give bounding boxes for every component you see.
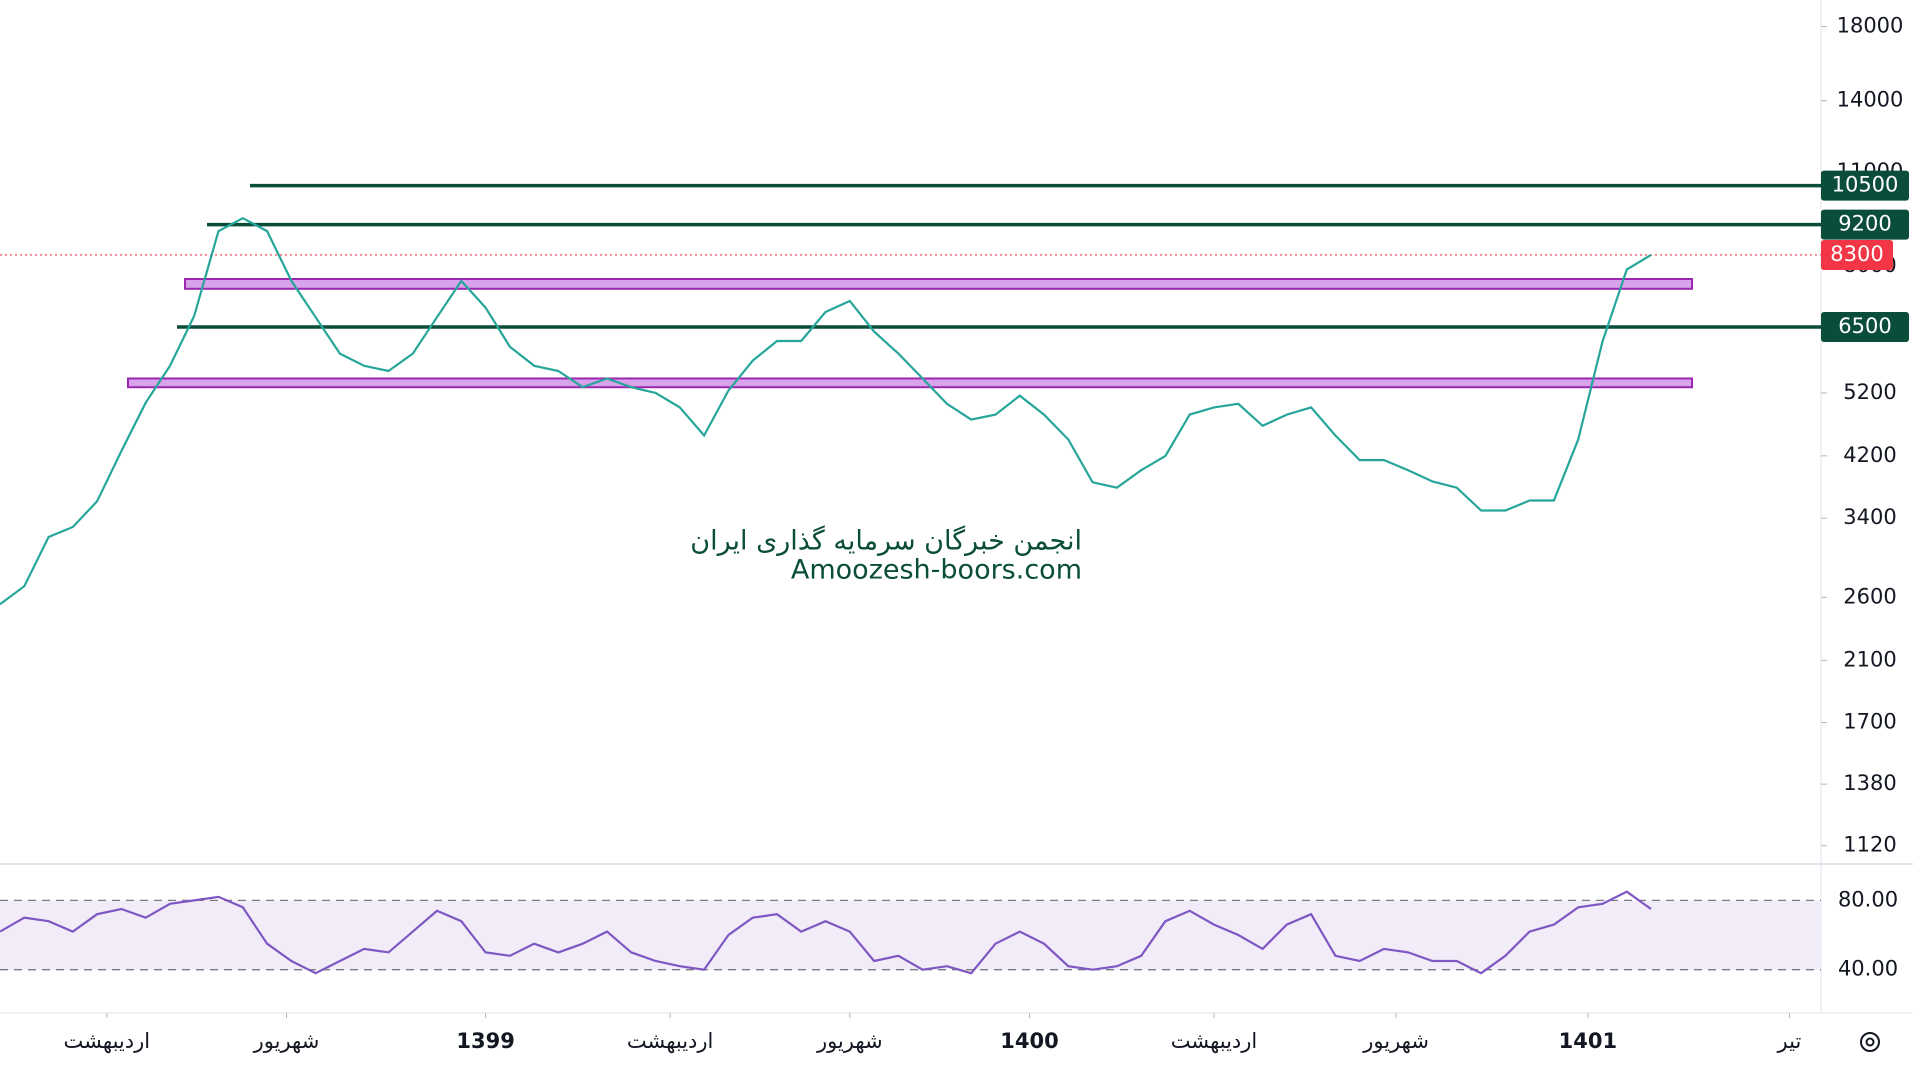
last-price-box xyxy=(1821,239,1893,270)
support-zone xyxy=(127,377,1693,389)
x-tick-label: اردیبهشت xyxy=(64,1029,151,1053)
y-tick-label: 2100 xyxy=(1843,647,1896,671)
level-label: 9200 xyxy=(1838,212,1891,236)
level-label-box xyxy=(1821,209,1909,240)
x-tick-label: شهریور xyxy=(816,1029,883,1053)
level-label-box xyxy=(1821,312,1909,343)
level-label: 10500 xyxy=(1832,173,1899,197)
y-tick-label: 4200 xyxy=(1843,443,1896,467)
rsi-band xyxy=(0,900,1821,970)
x-tick-label: اردیبهشت xyxy=(1171,1029,1258,1053)
x-tick-label: شهریور xyxy=(253,1029,320,1053)
x-tick-label: 1400 xyxy=(1000,1029,1058,1053)
last-price-label: 8300 xyxy=(1830,242,1883,266)
y-tick-label: 1380 xyxy=(1843,771,1896,795)
level-label-box xyxy=(1821,170,1909,201)
gear[interactable] xyxy=(1860,1032,1880,1052)
x-tick-label: 1399 xyxy=(456,1029,514,1053)
y-tick-label: 1120 xyxy=(1843,833,1896,857)
watermark: انجمن خبرگان سرمایه گذاری ایران xyxy=(690,525,1082,557)
watermark: Amoozesh-boors.com xyxy=(791,555,1082,586)
y-tick-label: 3400 xyxy=(1843,505,1896,529)
gear-hub[interactable] xyxy=(1865,1037,1875,1047)
x-tick-label: تیر xyxy=(1777,1029,1802,1053)
y-tick-label: 2600 xyxy=(1843,584,1896,608)
x-tick-label: 1401 xyxy=(1559,1029,1617,1053)
y-tick-label: 40.00 xyxy=(1838,957,1898,981)
price-line xyxy=(0,216,1652,606)
x-tick-label: شهریور xyxy=(1362,1029,1429,1053)
y-tick-label: 80.00 xyxy=(1838,887,1898,911)
support-zone xyxy=(184,277,1693,290)
y-tick-label: 1700 xyxy=(1843,710,1896,734)
y-tick-label: 14000 xyxy=(1837,88,1904,112)
x-tick-label: اردیبهشت xyxy=(627,1029,714,1053)
rsi-line xyxy=(0,890,1652,975)
settings-icon[interactable] xyxy=(1860,1032,1880,1052)
level-label: 6500 xyxy=(1838,314,1891,338)
y-tick-label: 5200 xyxy=(1843,380,1896,404)
y-tick-label: 18000 xyxy=(1837,14,1904,38)
